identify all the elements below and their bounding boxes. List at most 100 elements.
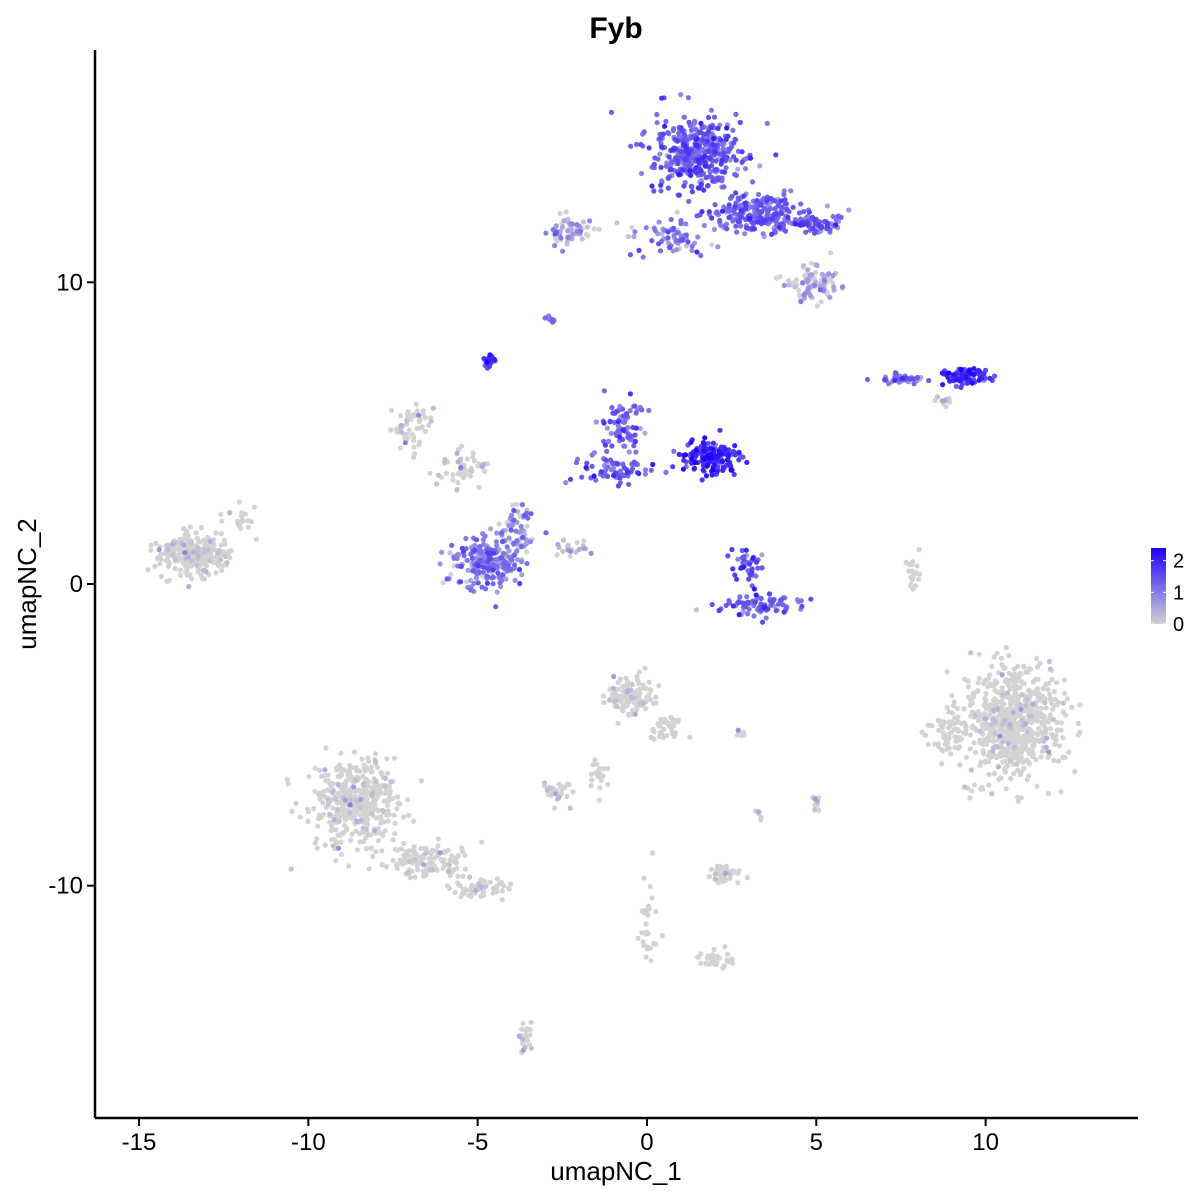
cell-point (509, 557, 515, 563)
cell-point (421, 862, 427, 868)
cell-point (1009, 751, 1015, 758)
cell-point (687, 734, 693, 740)
cell-point (698, 120, 704, 126)
cell-point (730, 127, 736, 133)
cell-point (744, 875, 751, 881)
cell-point (811, 282, 818, 288)
cell-point (498, 555, 504, 561)
cell-point (312, 840, 318, 846)
cell-point (354, 847, 361, 853)
cell-point (519, 558, 525, 565)
cell-point (374, 807, 380, 813)
cell-point (1000, 738, 1006, 745)
cell-point (1037, 660, 1043, 666)
cell-point (469, 468, 475, 474)
cell-point (696, 185, 702, 191)
cell-point (607, 418, 613, 424)
cell-point (348, 837, 354, 843)
cell-point (1062, 677, 1068, 683)
cell-point (583, 231, 590, 237)
cell-point (740, 454, 746, 460)
cell-point (179, 536, 185, 542)
cell-point (987, 672, 993, 678)
cell-point (304, 806, 311, 812)
cell-point (713, 166, 719, 173)
cell-point (805, 213, 811, 219)
cell-point (903, 375, 909, 381)
cell-point (952, 744, 958, 751)
y-tick-label: 10 (56, 269, 83, 296)
cell-point (609, 405, 615, 411)
cell-point (946, 370, 952, 376)
cell-point (946, 719, 952, 725)
cell-point (584, 460, 590, 466)
cell-point (910, 574, 916, 580)
cell-point (524, 523, 530, 529)
cell-point (1033, 731, 1039, 737)
cell-point (954, 734, 960, 740)
cell-point (802, 272, 808, 278)
cell-point (1024, 696, 1030, 702)
cell-point (156, 547, 162, 553)
cell-point (368, 832, 374, 838)
cell-point (565, 543, 571, 550)
cell-point (484, 573, 490, 579)
cell-point (724, 951, 731, 957)
cell-point (473, 888, 479, 894)
cell-point (721, 153, 727, 159)
cell-point (621, 427, 627, 433)
cell-point (312, 788, 318, 795)
cell-point (284, 776, 290, 782)
cell-point (976, 651, 982, 657)
cell-point (956, 728, 962, 734)
cell-point (671, 717, 677, 723)
cell-point (158, 573, 164, 580)
cell-point (721, 184, 727, 190)
cell-point (212, 560, 218, 566)
cell-point (468, 577, 474, 584)
cell-point (781, 609, 787, 615)
cell-point (559, 786, 565, 792)
cell-point (734, 576, 740, 582)
cell-point (1019, 749, 1025, 756)
cell-point (976, 367, 982, 374)
cell-point (348, 797, 354, 803)
cell-point (1053, 680, 1060, 686)
cell-point (692, 118, 698, 124)
cell-point (798, 598, 804, 604)
cell-point (601, 420, 607, 426)
cell-point (189, 558, 195, 564)
cell-point (665, 185, 672, 191)
colorbar-tick-label: 1 (1173, 582, 1184, 604)
cell-point (997, 733, 1003, 739)
cell-point (821, 273, 827, 279)
cell-point (752, 599, 758, 606)
cell-point (995, 744, 1001, 750)
cell-point (1038, 754, 1044, 760)
cell-point (520, 534, 526, 540)
cell-point (184, 528, 190, 534)
cell-point (616, 693, 623, 699)
cell-point (704, 463, 711, 469)
cell-point (368, 845, 374, 851)
cell-point (720, 867, 726, 873)
cell-point (213, 570, 219, 576)
cell-point (459, 845, 465, 851)
cell-point (361, 762, 367, 768)
cell-point (584, 224, 590, 230)
cell-point (678, 125, 684, 131)
cell-point (665, 175, 671, 181)
cell-point (187, 524, 193, 530)
cell-point (422, 850, 428, 857)
cell-point (289, 808, 295, 814)
cell-point (173, 557, 179, 563)
cell-point (685, 239, 691, 245)
cell-point (652, 155, 658, 161)
cell-point (428, 867, 434, 873)
cell-point (1058, 789, 1064, 795)
cell-point (683, 221, 689, 227)
cell-point (314, 845, 320, 851)
cell-point (646, 145, 652, 151)
cell-point (681, 183, 687, 189)
cell-point (1005, 740, 1011, 746)
